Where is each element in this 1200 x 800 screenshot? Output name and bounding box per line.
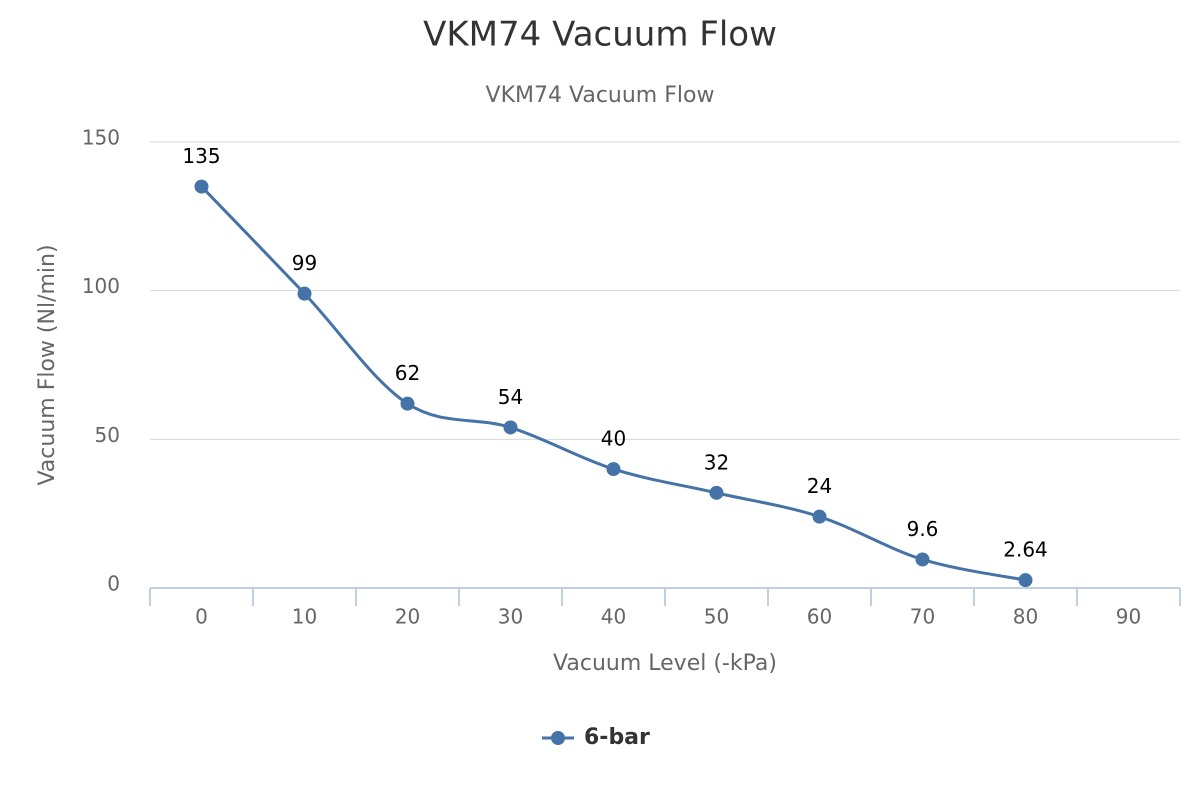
point-marker — [297, 286, 312, 301]
y-tick-label: 50 — [95, 423, 120, 447]
x-tick-label: 40 — [601, 605, 626, 629]
x-tick-label: 90 — [1116, 605, 1141, 629]
legend-marker — [551, 731, 565, 745]
y-tick-label: 100 — [82, 274, 120, 298]
data-label: 40 — [601, 427, 626, 451]
point-marker — [606, 462, 621, 477]
data-label: 24 — [807, 474, 832, 498]
x-tick-label: 20 — [395, 605, 420, 629]
chart-subtitle: VKM74 Vacuum Flow — [486, 83, 715, 108]
point-marker — [812, 509, 827, 524]
x-tick-label: 70 — [910, 605, 935, 629]
data-label: 54 — [498, 385, 523, 409]
x-tick-label: 30 — [498, 605, 523, 629]
point-marker — [194, 179, 209, 194]
chart-title: VKM74 Vacuum Flow — [423, 15, 777, 55]
x-tick-label: 10 — [292, 605, 317, 629]
series-line — [200, 185, 1026, 582]
data-label: 62 — [395, 361, 420, 385]
data-label: 32 — [704, 450, 729, 474]
point-marker — [915, 552, 930, 567]
data-label: 9.6 — [907, 517, 939, 541]
data-label: 135 — [182, 144, 220, 168]
x-tick-label: 60 — [807, 605, 832, 629]
point-marker — [1018, 573, 1033, 588]
point-marker — [503, 420, 518, 435]
legend-label: 6-bar — [584, 725, 650, 750]
x-axis-label: Vacuum Level (-kPa) — [553, 651, 777, 676]
y-tick-label: 150 — [82, 126, 120, 150]
x-tick-label: 80 — [1013, 605, 1038, 629]
y-tick-label: 0 — [107, 572, 120, 596]
data-label: 2.64 — [1003, 538, 1048, 562]
y-axis-label: Vacuum Flow (Nl/min) — [35, 244, 60, 485]
point-marker — [709, 485, 724, 500]
x-tick-label: 50 — [704, 605, 729, 629]
x-tick-label: 0 — [195, 605, 208, 629]
data-label: 99 — [292, 251, 317, 275]
point-marker — [400, 396, 415, 411]
